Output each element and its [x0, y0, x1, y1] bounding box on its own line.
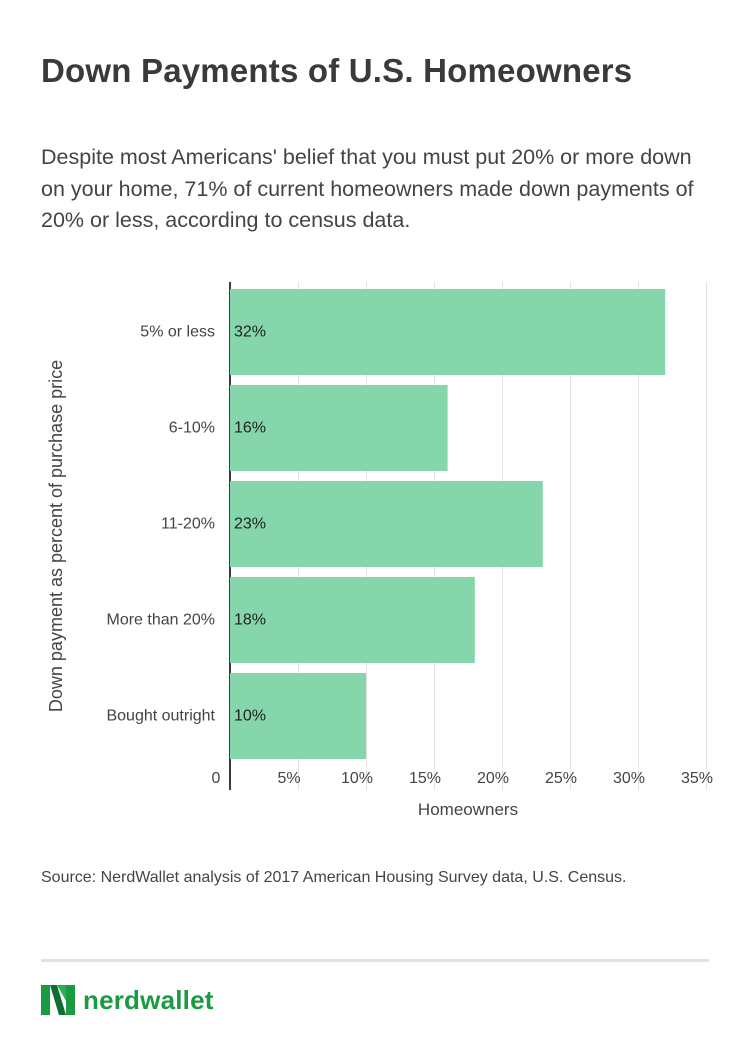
bar: [230, 385, 448, 471]
bar-value-label: 10%: [234, 708, 266, 725]
x-tick-label: 20%: [477, 770, 509, 787]
bar-value-label: 32%: [234, 324, 266, 341]
footer-divider: [41, 959, 709, 962]
x-tick-label: 25%: [545, 770, 577, 787]
x-axis-title: Homeowners: [418, 800, 518, 819]
brand-name: nerdwallet: [83, 984, 214, 1015]
nerdwallet-logo: nerdwallet: [41, 983, 214, 1017]
bar: [230, 577, 475, 663]
x-tick-label: 10%: [341, 770, 373, 787]
bar: [230, 289, 666, 375]
labels: 32% 5% or less 16% 6-10% 23% 11-20% 18% More th…: [46, 324, 713, 820]
bars: [230, 289, 666, 759]
bar-value-label: 23%: [234, 516, 266, 533]
chart-subtitle: Despite most Americans' belief that you …: [41, 145, 694, 232]
bar: [230, 673, 366, 759]
x-tick-label: 0: [212, 770, 221, 787]
source-note: Source: NerdWallet analysis of 2017 Amer…: [41, 869, 627, 886]
bar-chart: 32% 5% or less 16% 6-10% 23% 11-20% 18% More th…: [46, 282, 713, 820]
category-label: 5% or less: [140, 324, 215, 341]
bar-value-label: 16%: [234, 420, 266, 437]
chart-title: Down Payments of U.S. Homeowners: [41, 52, 633, 89]
x-tick-label: 15%: [409, 770, 441, 787]
nerdwallet-n-icon: [41, 985, 75, 1015]
x-tick-label: 5%: [277, 770, 300, 787]
category-label: 6-10%: [169, 420, 215, 437]
bar: [230, 481, 543, 567]
x-tick-label: 35%: [681, 770, 713, 787]
category-label: 11-20%: [161, 516, 215, 533]
category-label: More than 20%: [106, 612, 215, 629]
bar-value-label: 18%: [234, 612, 266, 629]
category-label: Bought outright: [106, 708, 215, 725]
y-axis-title: Down payment as percent of purchase pric…: [46, 360, 66, 712]
x-tick-label: 30%: [613, 770, 645, 787]
